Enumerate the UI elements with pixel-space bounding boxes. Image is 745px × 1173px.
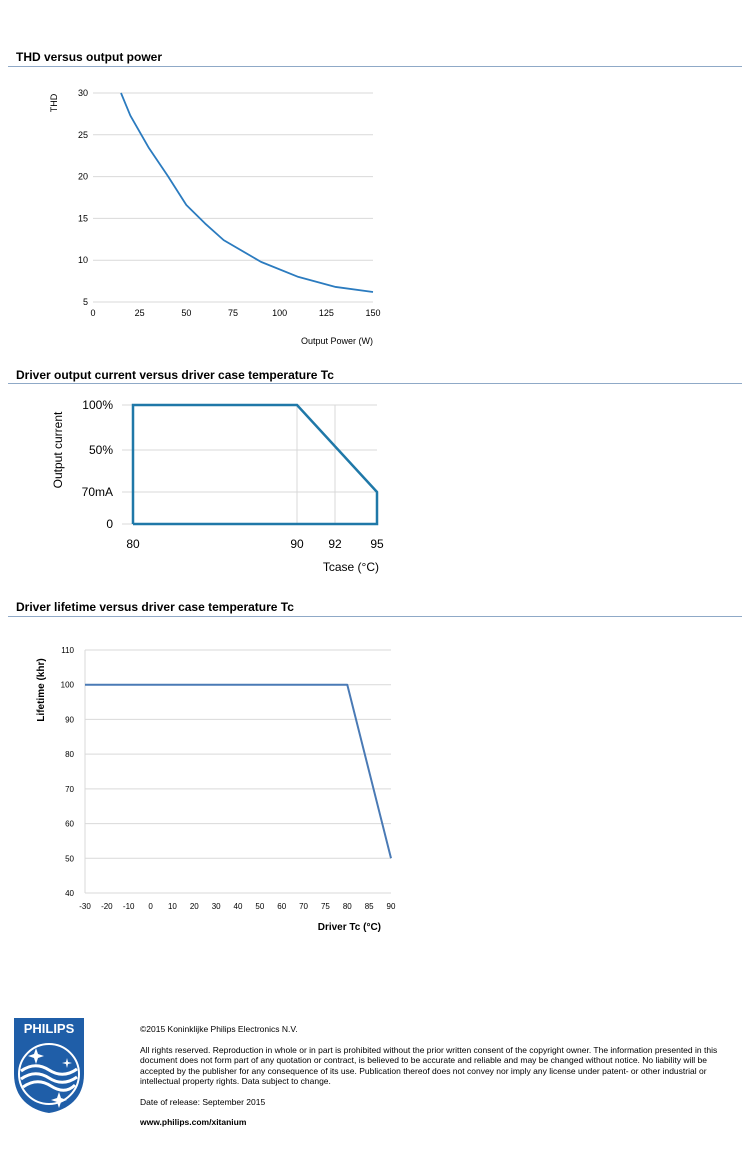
x-tick-label: 25 xyxy=(135,308,145,318)
x-tick-label: 85 xyxy=(365,902,374,911)
release-date: Date of release: September 2015 xyxy=(140,1096,266,1107)
x-tick-label: -20 xyxy=(101,902,113,911)
y-tick-label: 5 xyxy=(83,297,88,307)
lifetime-section-title: Driver lifetime versus driver case tempe… xyxy=(16,600,294,614)
y-tick-label: 0 xyxy=(106,517,113,531)
y-tick-label: 15 xyxy=(78,213,88,223)
website-link[interactable]: www.philips.com/xitanium xyxy=(140,1117,247,1127)
section-divider xyxy=(8,66,742,67)
x-tick-label: -10 xyxy=(123,902,135,911)
x-tick-label: 30 xyxy=(212,902,221,911)
x-tick-label: 80 xyxy=(343,902,352,911)
x-tick-label: 40 xyxy=(234,902,243,911)
y-tick-label: 100 xyxy=(61,681,75,690)
x-tick-label: 0 xyxy=(148,902,153,911)
y-tick-label: 50 xyxy=(65,854,74,863)
y-axis-label: Lifetime (khr) xyxy=(36,658,47,721)
y-tick-label: 30 xyxy=(78,88,88,98)
x-tick-label: 80 xyxy=(126,537,140,551)
section-divider xyxy=(8,383,742,384)
x-tick-label: 50 xyxy=(255,902,264,911)
y-tick-label: 25 xyxy=(78,130,88,140)
x-tick-label: 70 xyxy=(299,902,308,911)
x-tick-label: 10 xyxy=(168,902,177,911)
y-tick-label: 60 xyxy=(65,820,74,829)
y-tick-label: 110 xyxy=(61,646,74,655)
x-tick-label: 50 xyxy=(181,308,191,318)
output-current-chart: 0 70mA 50% 100% 80 90 92 95 Output current Tcase … xyxy=(51,398,384,574)
thd-chart: 5 10 15 20 25 30 0 25 50 75 100 125 150 THD Output Pow… xyxy=(49,88,381,346)
x-tick-label: 90 xyxy=(387,902,396,911)
philips-logo: PHILIPS xyxy=(12,1016,86,1114)
x-tick-label: 95 xyxy=(370,537,384,551)
x-tick-label: 60 xyxy=(277,902,286,911)
x-axis-label: Tcase (°C) xyxy=(323,560,379,574)
thd-series-line xyxy=(120,92,374,293)
x-tick-label: 20 xyxy=(190,902,199,911)
current-section-title: Driver output current versus driver case… xyxy=(16,368,334,382)
x-tick-label: -30 xyxy=(79,902,91,911)
x-axis-label: Driver Tc (°C) xyxy=(318,922,381,933)
x-tick-label: 75 xyxy=(228,308,238,318)
y-tick-label: 80 xyxy=(65,750,74,759)
y-tick-label: 20 xyxy=(78,172,88,182)
footer: ©2015 Koninklijke Philips Electronics N.… xyxy=(140,1024,740,1138)
y-tick-label: 70 xyxy=(65,785,74,794)
lifetime-series-line xyxy=(85,683,392,859)
thd-section-title: THD versus output power xyxy=(16,50,163,64)
output-current-line xyxy=(131,403,379,526)
y-tick-label: 10 xyxy=(78,255,88,265)
lifetime-chart: 40 50 60 70 80 90 100 110 -30 -20 -10 0 10 20 30 40 50 60… xyxy=(36,646,396,933)
copyright-text: ©2015 Koninklijke Philips Electronics N.… xyxy=(140,1024,298,1034)
x-axis-label: Output Power (W) xyxy=(301,336,373,346)
x-tick-label: 75 xyxy=(321,902,330,911)
y-tick-label: 40 xyxy=(65,889,74,898)
x-tick-label: 92 xyxy=(328,537,342,551)
svg-text:PHILIPS: PHILIPS xyxy=(24,1021,75,1036)
y-tick-label: 90 xyxy=(65,715,74,724)
x-tick-label: 0 xyxy=(90,308,95,318)
section-divider xyxy=(8,616,742,617)
y-axis-label: THD xyxy=(49,93,59,112)
x-tick-label: 150 xyxy=(365,308,380,318)
y-tick-label: 100% xyxy=(82,398,113,412)
rights-text: All rights reserved. Reproduction in who… xyxy=(140,1044,718,1087)
x-tick-label: 125 xyxy=(319,308,334,318)
x-tick-label: 100 xyxy=(272,308,287,318)
y-tick-label: 70mA xyxy=(82,485,113,499)
y-tick-label: 50% xyxy=(89,443,113,457)
y-axis-label: Output current xyxy=(51,411,65,488)
x-tick-label: 90 xyxy=(290,537,304,551)
